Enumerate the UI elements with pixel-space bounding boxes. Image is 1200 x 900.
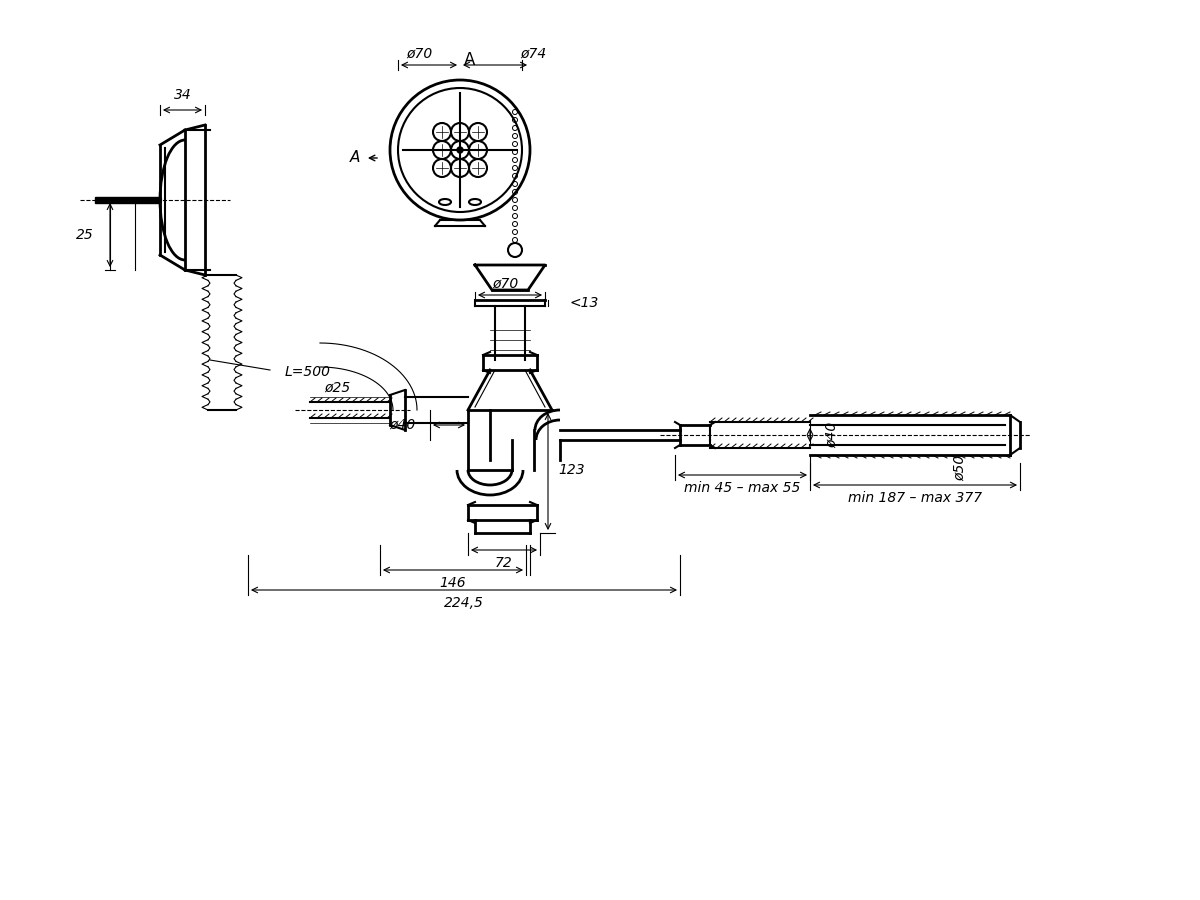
Text: ø40: ø40 xyxy=(389,418,415,432)
Text: L=500: L=500 xyxy=(286,365,331,379)
Text: 72: 72 xyxy=(496,556,512,570)
Text: A: A xyxy=(350,150,360,166)
Text: 34: 34 xyxy=(174,88,192,102)
Text: ø25: ø25 xyxy=(324,381,350,395)
Text: ø50: ø50 xyxy=(953,454,967,482)
Text: 224,5: 224,5 xyxy=(444,596,484,610)
Text: min 45 – max 55: min 45 – max 55 xyxy=(684,481,800,495)
Text: ø40: ø40 xyxy=(826,422,839,448)
Circle shape xyxy=(457,147,463,153)
Text: min 187 – max 377: min 187 – max 377 xyxy=(848,491,982,505)
Polygon shape xyxy=(475,265,545,290)
Bar xyxy=(95,197,160,203)
Text: <13: <13 xyxy=(570,296,599,310)
Text: ø74: ø74 xyxy=(520,47,546,61)
Text: 146: 146 xyxy=(439,576,467,590)
Text: ø70: ø70 xyxy=(492,277,518,291)
Text: ø70: ø70 xyxy=(406,47,432,61)
Text: 123: 123 xyxy=(558,463,584,477)
Text: A: A xyxy=(464,51,475,69)
Text: 25: 25 xyxy=(76,228,94,242)
